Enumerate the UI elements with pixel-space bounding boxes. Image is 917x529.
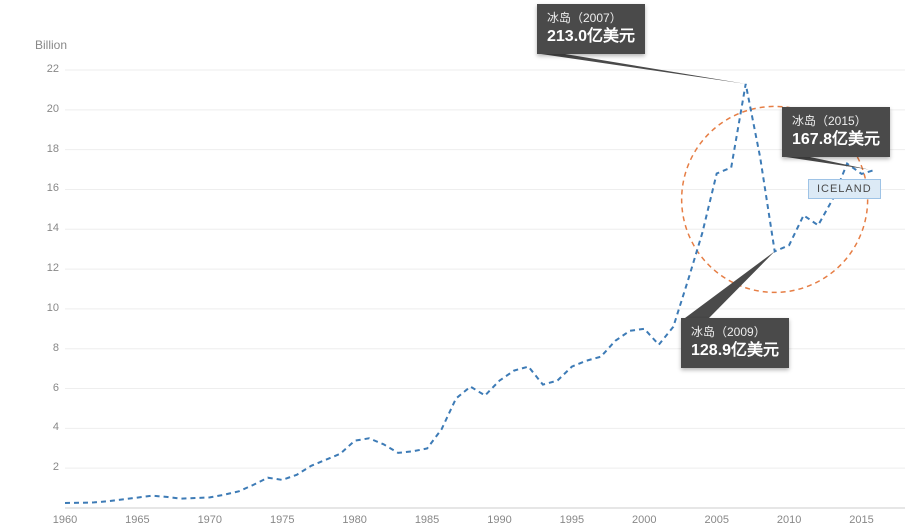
y-tick-label: 12	[37, 262, 59, 274]
callout-subtitle: 冰岛（2009）	[691, 324, 779, 340]
callout-2015: 冰岛（2015）167.8亿美元	[782, 107, 890, 157]
y-tick-label: 18	[37, 143, 59, 155]
x-tick-label: 2000	[629, 514, 659, 526]
y-tick-label: 22	[37, 63, 59, 75]
callout-tail	[541, 54, 746, 84]
y-tick-label: 14	[37, 222, 59, 234]
x-tick-label: 1990	[484, 514, 514, 526]
x-tick-label: 1965	[122, 514, 152, 526]
callout-value: 167.8亿美元	[792, 129, 880, 151]
x-tick-label: 1960	[50, 514, 80, 526]
callout-value: 213.0亿美元	[547, 26, 635, 48]
callout-tail	[685, 251, 775, 318]
y-tick-label: 16	[37, 182, 59, 194]
y-tick-label: 10	[37, 302, 59, 314]
callout-2009: 冰岛（2009）128.9亿美元	[681, 318, 789, 368]
callout-2007: 冰岛（2007）213.0亿美元	[537, 4, 645, 54]
y-tick-label: 8	[37, 342, 59, 354]
x-tick-label: 2010	[774, 514, 804, 526]
y-tick-label: 20	[37, 103, 59, 115]
x-tick-label: 2005	[702, 514, 732, 526]
y-tick-label: 6	[37, 382, 59, 394]
callout-value: 128.9亿美元	[691, 340, 779, 362]
x-tick-label: 1995	[557, 514, 587, 526]
x-tick-label: 1985	[412, 514, 442, 526]
callout-subtitle: 冰岛（2015）	[792, 113, 880, 129]
x-tick-label: 1970	[195, 514, 225, 526]
x-tick-label: 2015	[847, 514, 877, 526]
x-tick-label: 1975	[267, 514, 297, 526]
y-tick-label: 4	[37, 421, 59, 433]
y-axis-unit: Billion	[35, 38, 67, 52]
x-tick-label: 1980	[340, 514, 370, 526]
callout-subtitle: 冰岛（2007）	[547, 10, 635, 26]
data-line-iceland	[65, 84, 876, 503]
y-tick-label: 2	[37, 461, 59, 473]
series-label: ICELAND	[808, 179, 881, 199]
callout-tail	[786, 157, 869, 170]
